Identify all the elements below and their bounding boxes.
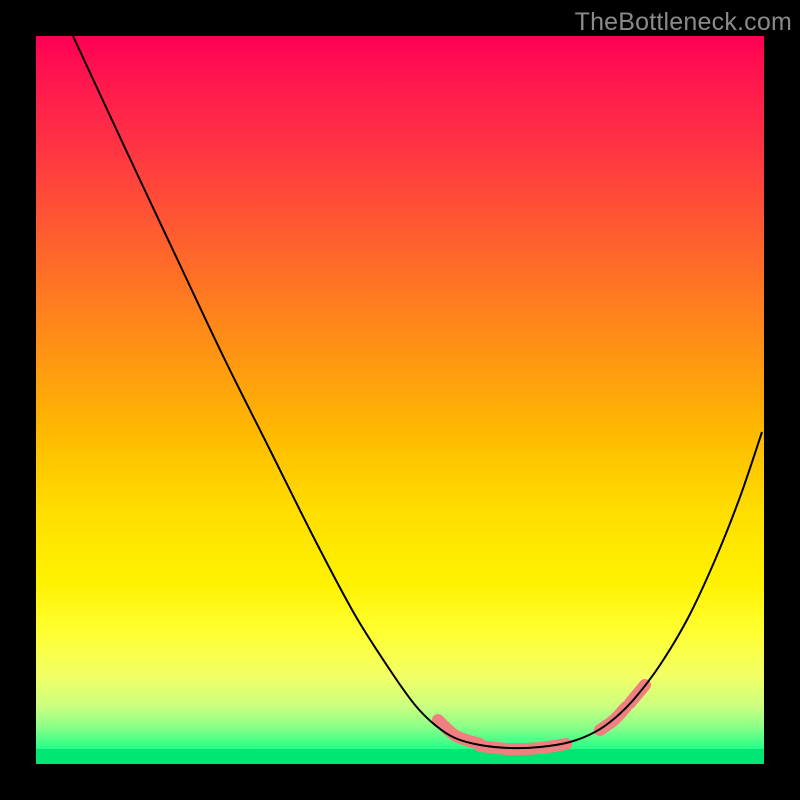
bottom-green-band [36,749,764,764]
chart-stage: TheBottleneck.com [0,0,800,800]
watermark-text: TheBottleneck.com [575,8,792,37]
chart-svg [0,0,800,800]
plot-gradient-background [36,36,764,764]
